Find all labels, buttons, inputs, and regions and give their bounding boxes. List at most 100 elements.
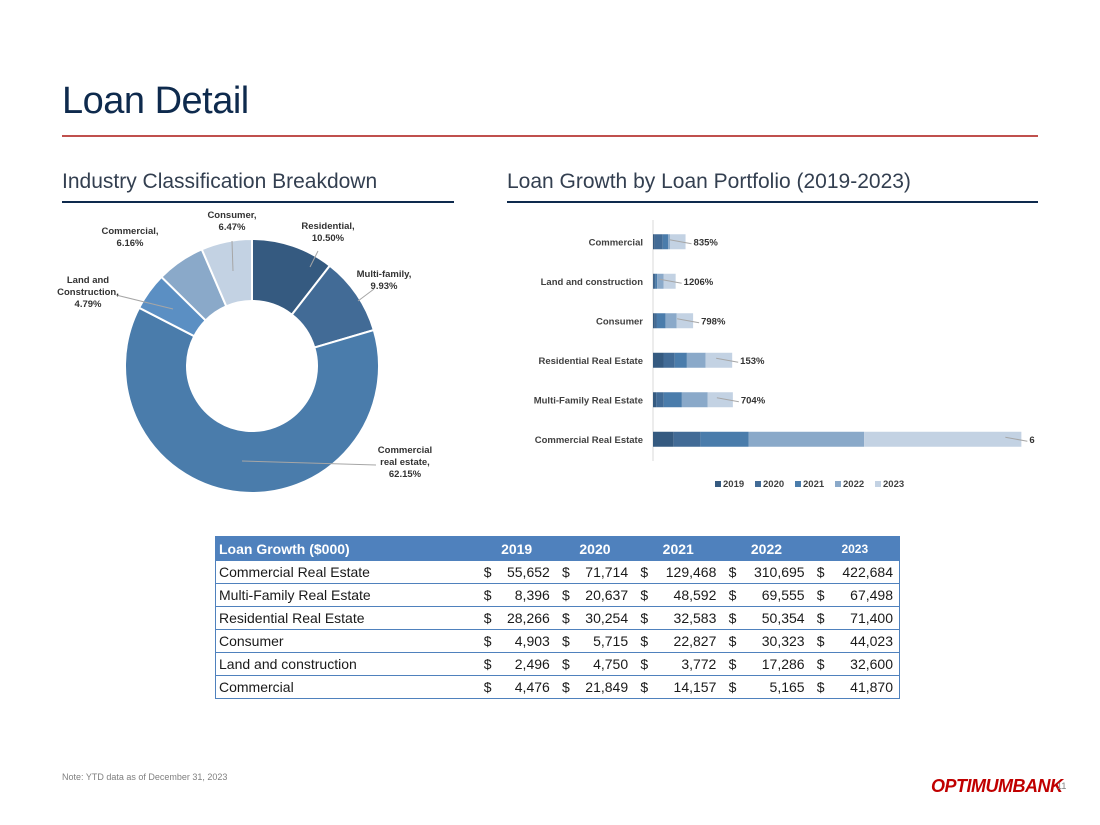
table-cell-value: 5,715	[571, 629, 635, 653]
currency-symbol: $	[722, 652, 739, 676]
donut-section-divider	[62, 201, 454, 203]
table-cell-value: 71,714	[571, 560, 635, 584]
currency-symbol: $	[634, 606, 651, 630]
currency-symbol: $	[634, 560, 651, 584]
donut-section-title: Industry Classification Breakdown	[62, 170, 378, 193]
category-label: Residential Real Estate	[538, 356, 643, 367]
bar-segment	[681, 392, 708, 408]
row-label: Commercial	[215, 675, 478, 699]
loan-growth-table: Loan Growth ($000) 2019 2020 2021 2022 2…	[215, 536, 900, 699]
growth-percent-label: 704%	[741, 395, 766, 406]
growth-leader-line	[716, 397, 739, 403]
currency-symbol: $	[722, 560, 739, 584]
growth-percent-label: 153%	[740, 356, 765, 367]
currency-symbol: $	[555, 583, 572, 607]
category-label: Multi-Family Real Estate	[534, 395, 643, 406]
currency-symbol: $	[810, 560, 827, 584]
table-cell-value: 2,496	[493, 652, 556, 676]
bar-segment	[700, 431, 749, 447]
currency-symbol: $	[555, 606, 572, 630]
table-cell-value: 21,849	[571, 675, 635, 699]
category-label: Land and construction	[541, 277, 644, 288]
table-row: Multi-Family Real Estate $8,396 $20,637 $48…	[215, 583, 900, 607]
table-cell-value: 310,695	[738, 560, 811, 584]
row-label: Land and construction	[215, 652, 478, 676]
row-label: Multi-Family Real Estate	[215, 583, 478, 607]
legend-label: 2022	[843, 479, 864, 490]
growth-percent-label: 798%	[701, 316, 726, 327]
donut-slice-label: Land and Construction, 4.79%	[57, 275, 119, 310]
optimumbank-logo: OPTIMUMBANK	[931, 776, 1063, 796]
bar-segment	[674, 352, 687, 368]
growth-leader-line	[1005, 436, 1028, 442]
table-cell-value: 8,396	[493, 583, 556, 607]
table-cell-value: 22,827	[650, 629, 723, 653]
growth-leader-line	[669, 239, 692, 245]
table-cell-value: 41,870	[826, 675, 900, 699]
table-cell-value: 44,023	[826, 629, 900, 653]
table-header-cell: 2022	[722, 536, 811, 561]
donut-slice-label: Commercial real estate, 62.15%	[378, 445, 432, 480]
category-label: Commercial Real Estate	[535, 435, 643, 446]
growth-leader-line	[659, 278, 682, 284]
table-header-cell: 2023	[810, 536, 900, 561]
currency-symbol: $	[634, 652, 651, 676]
bar-segment	[653, 234, 655, 250]
legend-swatch	[755, 481, 761, 487]
bar-segment	[653, 392, 657, 408]
legend-swatch	[875, 481, 881, 487]
currency-symbol: $	[810, 675, 827, 699]
table-cell-value: 32,583	[650, 606, 723, 630]
footnote: Note: YTD data as of December 31, 2023	[62, 772, 228, 782]
currency-symbol: $	[477, 629, 494, 653]
bar-section-divider	[507, 201, 1038, 203]
table-cell-value: 17,286	[738, 652, 811, 676]
bar-segment	[654, 234, 663, 250]
table-cell-value: 129,468	[650, 560, 723, 584]
table-cell-value: 5,165	[738, 675, 811, 699]
table-row: Consumer $4,903 $5,715 $22,827 $30,323 $44,02…	[215, 629, 900, 653]
table-header-cell: 2021	[634, 536, 723, 561]
currency-symbol: $	[810, 583, 827, 607]
growth-percent-label: 1206%	[684, 277, 714, 288]
bar-section-title: Loan Growth by Loan Portfolio (2019-2023…	[507, 170, 911, 193]
currency-symbol: $	[722, 606, 739, 630]
table-cell-value: 28,266	[493, 606, 556, 630]
currency-symbol: $	[555, 629, 572, 653]
page-title: Loan Detail	[62, 80, 249, 122]
table-cell-value: 71,400	[826, 606, 900, 630]
growth-leader-line	[677, 318, 700, 324]
donut-leader-line	[309, 250, 319, 268]
currency-symbol: $	[634, 675, 651, 699]
donut-slice-label: Multi-family, 9.93%	[357, 269, 412, 292]
table-cell-value: 4,750	[571, 652, 635, 676]
legend-swatch	[795, 481, 801, 487]
page-number: 11	[1057, 781, 1067, 791]
donut-slice	[124, 306, 380, 494]
bar-segment	[665, 313, 677, 329]
row-label: Consumer	[215, 629, 478, 653]
table-row: Residential Real Estate $28,266 $30,254 $32…	[215, 606, 900, 630]
donut-slice-label: Commercial, 6.16%	[101, 226, 158, 249]
category-label: Commercial	[589, 237, 643, 248]
currency-symbol: $	[555, 560, 572, 584]
currency-symbol: $	[722, 583, 739, 607]
growth-percent-label: 660%	[1029, 435, 1035, 446]
currency-symbol: $	[722, 629, 739, 653]
table-cell-value: 30,323	[738, 629, 811, 653]
bar-segment	[668, 234, 670, 250]
currency-symbol: $	[477, 583, 494, 607]
currency-symbol: $	[477, 560, 494, 584]
bar-segment	[653, 273, 656, 289]
legend-label: 2020	[763, 479, 784, 490]
industry-donut-chart: Residential, 10.50% Multi-family, 9.93% Comm…	[57, 210, 432, 494]
title-divider	[62, 135, 1038, 137]
donut-slice	[200, 237, 253, 308]
bar-segment	[748, 431, 865, 447]
bar-segment	[653, 273, 654, 289]
donut-leader-line	[357, 288, 375, 302]
bar-segment	[657, 273, 664, 289]
legend-swatch	[835, 481, 841, 487]
bar-segment	[705, 352, 733, 368]
table-cell-value: 32,600	[826, 652, 900, 676]
